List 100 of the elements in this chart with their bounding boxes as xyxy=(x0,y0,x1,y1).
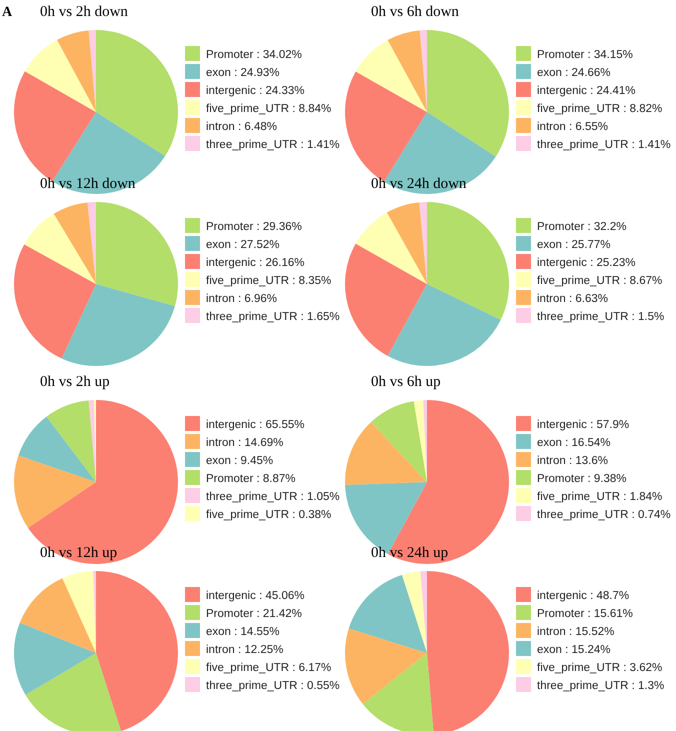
data-label: : 16.54% xyxy=(565,437,611,449)
legend-label: intron xyxy=(537,455,566,467)
legend-label: Promoter xyxy=(537,221,584,233)
data-label: : 14.55% xyxy=(234,626,280,638)
legend-label: exon xyxy=(537,437,562,449)
chart-title: 0h vs 12h down xyxy=(40,176,136,192)
pie-slice xyxy=(356,212,427,284)
chart-title: 0h vs 6h up xyxy=(371,374,441,390)
data-label: : 21.42% xyxy=(256,608,302,620)
data-label: : 34.02% xyxy=(256,49,302,61)
pie-slice xyxy=(14,244,96,358)
data-label: : 24.93% xyxy=(234,67,280,79)
legend-label: three_prime_UTR xyxy=(206,139,298,151)
data-label: : 65.55% xyxy=(259,419,304,431)
pie-slice xyxy=(24,40,96,112)
data-label: : 1.05% xyxy=(300,491,340,503)
data-label: : 1.84% xyxy=(623,491,662,503)
data-label: : 6.96% xyxy=(238,293,277,305)
legend-label: three_prime_UTR xyxy=(537,311,628,323)
legend-label: five_prime_UTR xyxy=(537,103,620,115)
legend-label: intergenic xyxy=(206,419,256,431)
data-label: : 0.55% xyxy=(300,680,340,692)
data-label: : 6.48% xyxy=(238,121,277,133)
legend-label: five_prime_UTR xyxy=(537,491,620,503)
pie-slice xyxy=(414,400,427,482)
legend-label: Promoter xyxy=(537,49,584,61)
data-label: : 24.33% xyxy=(259,85,304,97)
chart-title: 0h vs 12h up xyxy=(40,545,118,561)
legend-label: three_prime_UTR xyxy=(206,680,298,692)
data-label: : 9.45% xyxy=(234,455,274,467)
legend-label: intergenic xyxy=(206,85,256,97)
data-label: : 34.15% xyxy=(587,49,633,61)
legend-label: Promoter xyxy=(537,473,584,485)
pie-slice xyxy=(88,30,96,112)
pie-slice xyxy=(388,400,509,564)
pie-slice xyxy=(62,284,175,366)
legend-label: intergenic xyxy=(206,590,256,602)
legend-label: intergenic xyxy=(537,257,587,269)
data-label: : 6.17% xyxy=(292,662,332,674)
data-label: : 8.84% xyxy=(292,103,332,115)
chart-title: 0h vs 2h up xyxy=(40,374,110,390)
data-label: : 12.25% xyxy=(238,644,284,656)
pie-slice xyxy=(388,30,427,112)
data-label: : 1.65% xyxy=(300,311,340,323)
pie-slice xyxy=(427,30,509,157)
data-label: : 25.77% xyxy=(565,239,611,251)
legend-label: five_prime_UTR xyxy=(206,509,290,521)
data-label: : 9.38% xyxy=(587,473,626,485)
data-label: : 25.23% xyxy=(590,257,636,269)
data-label: : 15.24% xyxy=(565,644,611,656)
pie-slice xyxy=(356,40,427,112)
chart-title: 0h vs 6h down xyxy=(371,4,460,20)
pie-slice xyxy=(96,30,178,156)
legend-label: three_prime_UTR xyxy=(537,509,628,521)
pie-slice xyxy=(56,30,96,112)
pie-slice xyxy=(28,400,178,564)
data-label: : 13.6% xyxy=(568,455,608,467)
data-label: : 1.41% xyxy=(632,139,671,151)
chart-title: 0h vs 2h down xyxy=(40,4,128,20)
chart-title: 0h vs 24h down xyxy=(371,176,467,192)
legend-label: five_prime_UTR xyxy=(537,662,620,674)
legend-label: exon xyxy=(206,67,231,79)
data-label: : 24.66% xyxy=(565,67,611,79)
legend-label: intron xyxy=(537,121,566,133)
legend-label: intergenic xyxy=(537,85,587,97)
legend-label: intron xyxy=(206,644,235,656)
data-label: : 8.35% xyxy=(292,275,332,287)
legend-label: three_prime_UTR xyxy=(537,680,628,692)
legend-label: exon xyxy=(537,67,562,79)
legend-label: intron xyxy=(206,437,235,449)
data-label: : 0.74% xyxy=(632,509,671,521)
pie-slice xyxy=(386,202,427,284)
data-label: : 3.62% xyxy=(623,662,662,674)
data-label: : 8.82% xyxy=(623,103,662,115)
pie-slice xyxy=(427,202,509,320)
legend-label: exon xyxy=(537,239,562,251)
legend-label: three_prime_UTR xyxy=(537,139,628,151)
pie-slice xyxy=(345,422,427,485)
data-label: : 8.87% xyxy=(256,473,296,485)
data-label: : 48.7% xyxy=(590,590,630,602)
pie-slice xyxy=(18,416,96,482)
pie-slice xyxy=(54,202,96,284)
data-label: : 24.41% xyxy=(590,85,636,97)
data-label: : 1.5% xyxy=(632,311,664,323)
chart-title: 0h vs 24h up xyxy=(371,545,448,561)
legend-label: Promoter xyxy=(537,608,584,620)
data-label: : 27.52% xyxy=(234,239,280,251)
text: A xyxy=(2,5,13,20)
pie-slice xyxy=(96,202,178,306)
pie-slice xyxy=(14,455,96,528)
data-label: : 32.2% xyxy=(587,221,626,233)
data-label: : 6.55% xyxy=(568,121,608,133)
data-label: : 0.38% xyxy=(292,509,332,521)
pie-slice xyxy=(46,400,96,482)
pie-slice xyxy=(88,202,96,284)
legend-label: five_prime_UTR xyxy=(537,275,620,287)
data-label: : 26.16% xyxy=(259,257,304,269)
legend-label: five_prime_UTR xyxy=(206,275,290,287)
data-label: : 15.61% xyxy=(587,608,633,620)
legend-label: intergenic xyxy=(206,257,256,269)
